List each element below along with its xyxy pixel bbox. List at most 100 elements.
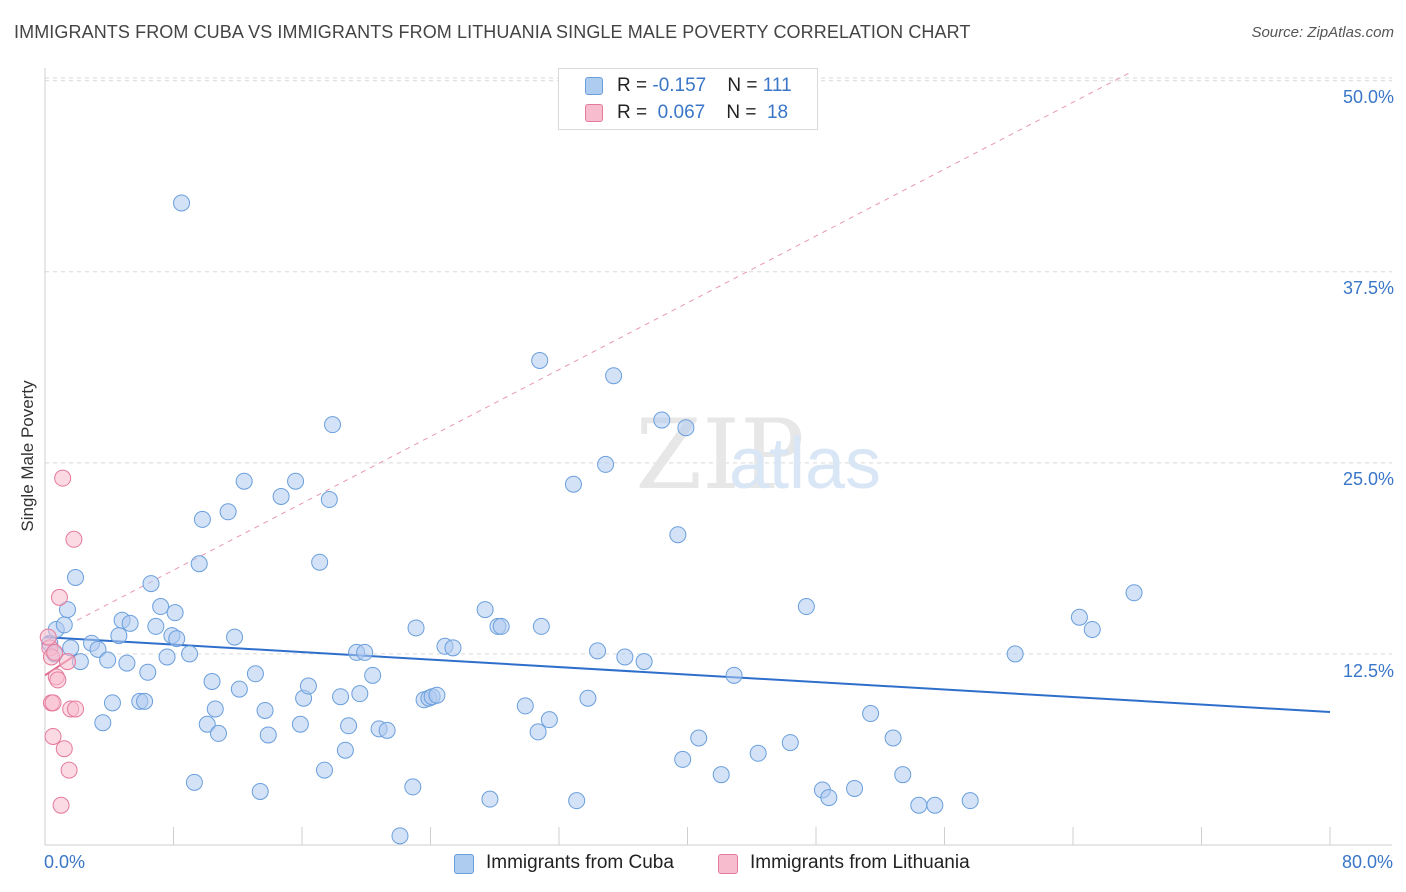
n-label: N = [727, 75, 763, 96]
lithuania-point [46, 643, 64, 661]
cuba-point [299, 677, 317, 695]
cuba-point [336, 741, 354, 759]
cuba-point [246, 665, 264, 683]
cuba-point [492, 617, 510, 635]
lithuania-point [55, 740, 73, 758]
cuba-point [118, 654, 136, 672]
r-label: R = [617, 102, 653, 123]
cuba-point [94, 714, 112, 732]
cuba-point [168, 630, 186, 648]
cuba-point [364, 666, 382, 684]
cuba-swatch [585, 77, 603, 95]
lithuania-legend-label: Immigrants from Lithuania [750, 852, 970, 873]
cuba-point [910, 796, 928, 814]
cuba-legend-swatch [454, 854, 474, 874]
lithuania-legend-swatch [718, 854, 738, 874]
cuba-point [589, 642, 607, 660]
cuba-point [749, 744, 767, 762]
source-label: Source: ZipAtlas.com [1251, 24, 1394, 41]
cuba-point [147, 617, 165, 635]
cuba-point [272, 487, 290, 505]
cuba-point [136, 692, 154, 710]
cuba-point [110, 627, 128, 645]
lithuania-swatch [585, 104, 603, 122]
cuba-point [67, 569, 85, 586]
cuba-point [251, 783, 269, 800]
cuba-point [674, 750, 692, 768]
cuba-point [89, 640, 107, 658]
cuba-point [1125, 584, 1143, 602]
cuba-point [256, 701, 274, 719]
y-tick-label-50: 50.0% [1342, 87, 1394, 107]
cuba-point [185, 773, 203, 791]
cuba-point [1070, 608, 1088, 626]
cuba-point [404, 778, 422, 796]
cuba-point [332, 688, 350, 706]
cuba-point [206, 700, 224, 718]
cuba-point [139, 663, 157, 681]
cuba-point [532, 617, 550, 635]
cuba-point [781, 734, 799, 752]
cuba-point [311, 553, 329, 571]
cuba-point [516, 697, 534, 715]
cuba-point [173, 194, 191, 212]
y-tick-label-12-5: 12.5% [1342, 661, 1394, 681]
cuba-legend-label: Immigrants from Cuba [486, 852, 674, 873]
cuba-point [653, 411, 671, 429]
lithuania-point [60, 761, 78, 779]
cuba-point [725, 666, 743, 684]
x-tick-label-min: 0.0% [44, 852, 86, 872]
cuba-point [121, 614, 139, 632]
data-points [39, 194, 1143, 845]
cuba-point [669, 526, 687, 544]
grid-lines [44, 68, 1392, 846]
cuba-point [712, 766, 730, 784]
x-tick-label-max: 80.0% [1341, 852, 1393, 872]
cuba-point [476, 601, 494, 619]
lithuania-point [65, 530, 83, 548]
y-tick-label-25: 25.0% [1342, 469, 1394, 489]
cuba-point [797, 598, 815, 616]
cuba-point [407, 619, 425, 637]
cuba-point [481, 790, 499, 808]
cuba-point [635, 653, 653, 671]
cuba-point [894, 766, 912, 784]
r-value: -0.157 [652, 75, 707, 96]
n-value: 18 [766, 102, 789, 123]
cuba-point [55, 616, 73, 634]
cuba-point [529, 723, 547, 741]
trend-lines [44, 72, 1331, 714]
lithuania-point [44, 727, 62, 745]
cuba-point [203, 672, 221, 690]
lithuania-point [39, 628, 57, 646]
cuba-point [579, 689, 597, 707]
cuba-point [58, 601, 76, 619]
watermark-atlas: atlas [729, 424, 881, 504]
cuba-point [531, 351, 549, 369]
cuba-point [605, 367, 623, 385]
cuba-point [862, 705, 880, 723]
r-label: R = [617, 75, 653, 96]
cuba-point [99, 651, 117, 669]
cuba-point [320, 491, 338, 509]
cuba-point [820, 789, 838, 807]
cuba-point [677, 419, 695, 437]
cuba-point [181, 645, 199, 663]
cuba-point [444, 639, 462, 657]
cuba-point [356, 643, 374, 661]
cuba-point [152, 598, 170, 616]
cuba-point [340, 717, 358, 735]
cuba-point [351, 685, 369, 703]
cuba-point [166, 604, 184, 622]
cuba-point [324, 416, 342, 434]
cuba-point [616, 648, 634, 666]
cuba-point [142, 575, 160, 593]
cuba-point [564, 475, 582, 493]
cuba-point [540, 711, 558, 729]
cuba-point [1006, 645, 1024, 663]
lithuania-point [58, 653, 76, 671]
cuba-point [259, 726, 277, 744]
n-value: 111 [762, 75, 792, 96]
lithuania-point [54, 469, 72, 487]
